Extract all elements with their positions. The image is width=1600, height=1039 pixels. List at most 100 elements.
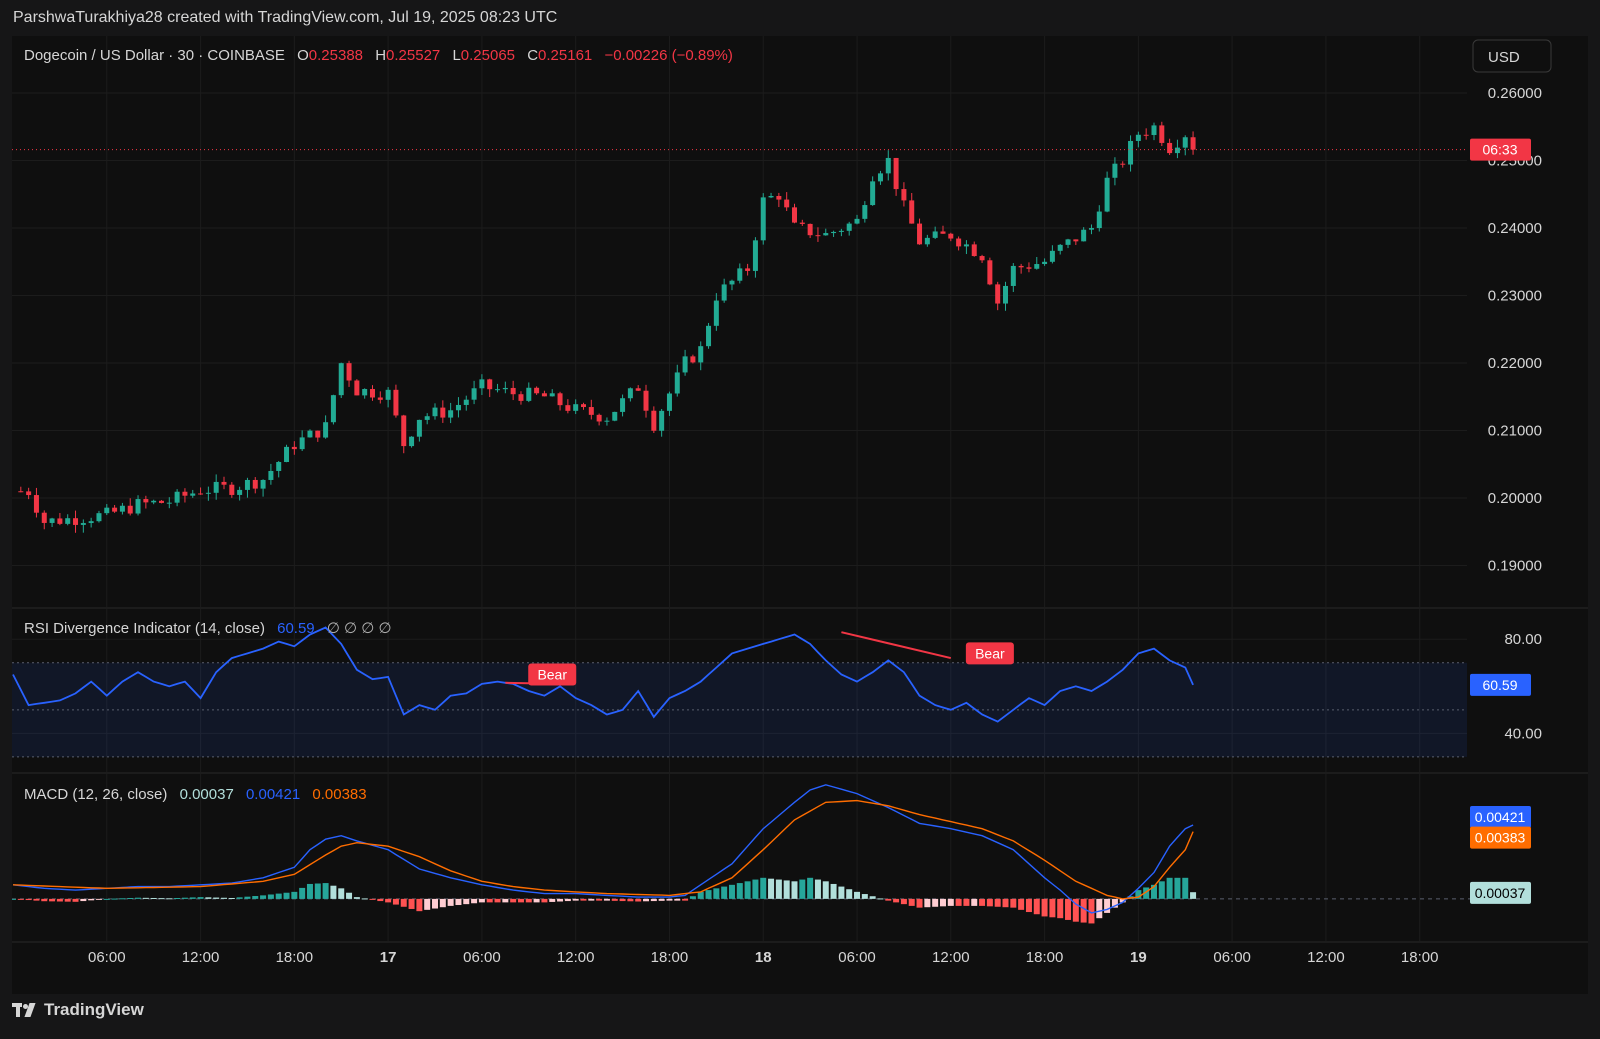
candle-body: [745, 268, 751, 271]
macd-histogram-bar: [1135, 890, 1142, 899]
currency-button[interactable]: USD: [1472, 39, 1552, 73]
macd-histogram-bar: [416, 898, 423, 912]
macd-histogram-bar: [854, 891, 861, 899]
tradingview-brand[interactable]: TradingView: [12, 1000, 144, 1020]
currency-label[interactable]: USD: [1488, 49, 1520, 66]
macd-histogram-bar: [885, 898, 892, 901]
hist-value-badge: 0.00037: [1475, 885, 1526, 901]
macd-histogram-bar: [103, 898, 110, 900]
symbol-legend[interactable]: Dogecoin / US Dollar · 30 · COINBASE O0.…: [24, 47, 733, 64]
macd-histogram-bar: [314, 883, 321, 899]
macd-histogram-bar: [533, 898, 540, 903]
price-tick-label: 0.23000: [1488, 288, 1542, 305]
macd-histogram-bar: [88, 898, 95, 901]
value-labels: 06:33 60.59 0.00421 0.00383 0.00037: [1470, 138, 1531, 904]
rsi-value-badge-box: [1470, 673, 1531, 696]
time-axis[interactable]: 06:00 12:00 18:00 17 06:00 12:00 18:00 18 06:00 1…: [88, 949, 1438, 966]
candle-body: [182, 491, 188, 496]
rsi-band-fill: [12, 662, 1467, 757]
candle-body: [96, 513, 102, 522]
candle-body: [573, 404, 579, 411]
macd-histogram-bar: [432, 898, 439, 909]
macd-histogram-bar: [1057, 898, 1064, 919]
rsi-value-badge: 60.59: [1482, 677, 1517, 693]
candle-body: [471, 388, 477, 400]
candle-body: [502, 387, 508, 390]
macd-histogram-bar: [502, 898, 509, 903]
macd-histogram-bar: [361, 898, 368, 900]
time-tick-label: 06:00: [463, 949, 501, 966]
high-value: 0.25527: [386, 47, 440, 64]
macd-histogram-bar: [291, 891, 298, 899]
macd-legend[interactable]: MACD (12, 26, close) 0.00037 0.00421 0.0…: [24, 786, 367, 803]
macd-histogram-bar: [142, 897, 149, 899]
bear-label-box: [965, 642, 1014, 665]
candle-body: [369, 389, 375, 398]
macd-histogram-bar: [252, 896, 259, 899]
macd-histogram-bar: [846, 889, 853, 899]
macd-histogram-bar: [932, 898, 939, 907]
macd-histogram-bar: [572, 898, 579, 901]
candle-body: [409, 436, 415, 447]
candle-body: [112, 507, 118, 512]
candle-body: [158, 500, 164, 503]
candle-body: [260, 479, 266, 489]
chart-panel[interactable]: Bear Bear 0.26000 0.25000 0.24000 0.23000 0.2…: [10, 36, 1588, 994]
candle-body: [73, 518, 79, 525]
candle-body: [1042, 261, 1048, 265]
candle-body: [995, 284, 1001, 304]
macd-histogram-bar: [869, 896, 876, 899]
macd-histogram-bar: [1080, 898, 1087, 923]
candle-body: [666, 393, 672, 411]
macd-histogram-bar: [377, 898, 384, 902]
macd-histogram-bar: [17, 898, 24, 900]
price-axis[interactable]: 0.260000.250000.240000.230000.220000.210…: [1488, 85, 1542, 742]
macd-histogram-bar: [1002, 898, 1009, 908]
rsi-tick-label: 40.00: [1504, 725, 1542, 742]
tradingview-wordmark: TradingView: [44, 1000, 144, 1019]
candle-body: [354, 380, 360, 396]
macd-histogram-bar: [486, 898, 493, 903]
macd-value: 0.00421: [246, 786, 300, 803]
macd-histogram-bar: [971, 898, 978, 906]
macd-histogram-bar: [221, 897, 228, 899]
candle-body: [119, 505, 125, 512]
candle-body: [768, 195, 774, 198]
macd-histogram-bar: [549, 898, 556, 902]
bear-label-box: [528, 663, 577, 686]
candle-body: [1034, 264, 1040, 269]
candle-body: [1167, 142, 1173, 154]
chart-attribution: ParshwaTurakhiya28 created with TradingV…: [13, 9, 558, 26]
macd-histogram-bar: [1174, 877, 1181, 899]
candle-body: [518, 394, 524, 401]
candle-body: [792, 207, 797, 223]
candle-body: [682, 356, 688, 373]
rsi-plot-symbols: ∅ ∅ ∅ ∅: [327, 620, 392, 637]
macd-histogram-bar: [447, 898, 454, 906]
candle-body: [205, 492, 211, 494]
macd-histogram-bar: [25, 898, 32, 901]
candle-body: [752, 240, 758, 271]
candle-body: [416, 419, 422, 437]
open-value: 0.25388: [309, 47, 363, 64]
macd-histogram-bar: [213, 897, 220, 899]
time-tick-label: 18:00: [276, 949, 314, 966]
candle-body: [495, 389, 501, 391]
macd-histogram-bar: [1143, 887, 1150, 899]
macd-histogram-bar: [939, 898, 946, 907]
macd-hist-value: 0.00037: [180, 786, 234, 803]
candle-body: [1159, 125, 1165, 143]
macd-histogram-bar: [822, 881, 829, 899]
candle-body: [948, 233, 954, 239]
macd-histogram-bar: [525, 898, 532, 903]
bear-divergence-line: [841, 631, 952, 660]
macd-histogram-bar: [64, 898, 71, 902]
macd-histogram-bar: [95, 898, 102, 900]
candle-body: [901, 189, 907, 201]
macd-histogram-bar: [916, 898, 923, 908]
rsi-line: [12, 626, 1194, 723]
rsi-legend-value: 60.59: [277, 620, 315, 637]
macd-histogram-bar: [1150, 884, 1157, 899]
rsi-legend[interactable]: RSI Divergence Indicator (14, close) 60.…: [24, 620, 392, 637]
